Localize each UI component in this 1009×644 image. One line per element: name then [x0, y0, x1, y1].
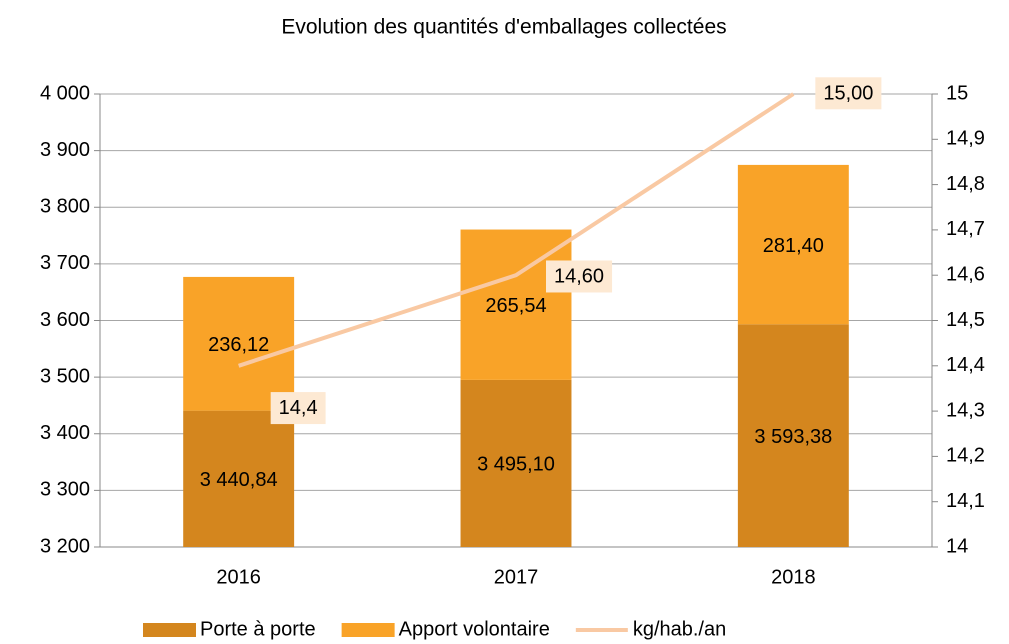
- data-label: 265,54: [485, 295, 546, 317]
- y-tick-label: 3 300: [40, 479, 90, 501]
- line-data-label: 14,4: [279, 397, 318, 419]
- chart-title: Evolution des quantités d'emballages col…: [281, 16, 726, 39]
- y-tick-label: 3 200: [40, 535, 90, 557]
- legend-swatch: [143, 623, 196, 637]
- bar-segment: [460, 229, 572, 380]
- x-tick-label: 2016: [216, 566, 261, 588]
- bar-segment: [460, 379, 572, 547]
- bar-segment: [183, 276, 295, 411]
- data-label: 3 495,10: [477, 454, 555, 476]
- bar-segment: [183, 410, 295, 547]
- y2-tick-label: 15: [946, 82, 968, 104]
- legend-swatch: [341, 623, 395, 637]
- y2-tick-label: 14,4: [946, 354, 985, 376]
- line-data-label: 14,60: [554, 265, 604, 287]
- line-series: [238, 92, 795, 368]
- y-tick-label: 3 800: [40, 196, 90, 218]
- y2-tick-label: 14,2: [946, 445, 985, 467]
- data-label: 236,12: [208, 334, 269, 356]
- line-label-box: [270, 392, 326, 425]
- y2-tick-label: 14,6: [946, 263, 985, 285]
- line-data-label: 15,00: [823, 82, 873, 104]
- y2-tick-label: 14: [946, 535, 968, 557]
- y2-tick-label: 14,7: [946, 218, 985, 240]
- y-tick-label: 3 700: [40, 252, 90, 274]
- y2-tick-label: 14,5: [946, 309, 985, 331]
- bar-segment: [737, 164, 849, 325]
- y2-tick-label: 14,9: [946, 128, 985, 150]
- legend-label: Apport volontaire: [399, 618, 550, 640]
- data-label: 3 593,38: [754, 426, 832, 448]
- x-tick-label: 2018: [771, 566, 816, 588]
- y2-tick-label: 14,8: [946, 173, 985, 195]
- legend-label: Porte à porte: [200, 618, 316, 640]
- y-tick-label: 3 900: [40, 139, 90, 161]
- y2-tick-label: 14,1: [946, 490, 985, 512]
- line-label-box: [815, 77, 882, 110]
- y-tick-label: 3 400: [40, 422, 90, 444]
- data-label: 281,40: [763, 235, 824, 257]
- y-tick-label: 4 000: [40, 82, 90, 104]
- y-tick-label: 3 600: [40, 309, 90, 331]
- bar-segment: [737, 324, 849, 547]
- legend-label: kg/hab./an: [633, 618, 726, 640]
- line-label-box: [546, 260, 613, 293]
- y-tick-label: 3 500: [40, 365, 90, 387]
- data-label: 3 440,84: [200, 469, 278, 491]
- y2-tick-label: 14,3: [946, 399, 985, 421]
- x-tick-label: 2017: [494, 566, 539, 588]
